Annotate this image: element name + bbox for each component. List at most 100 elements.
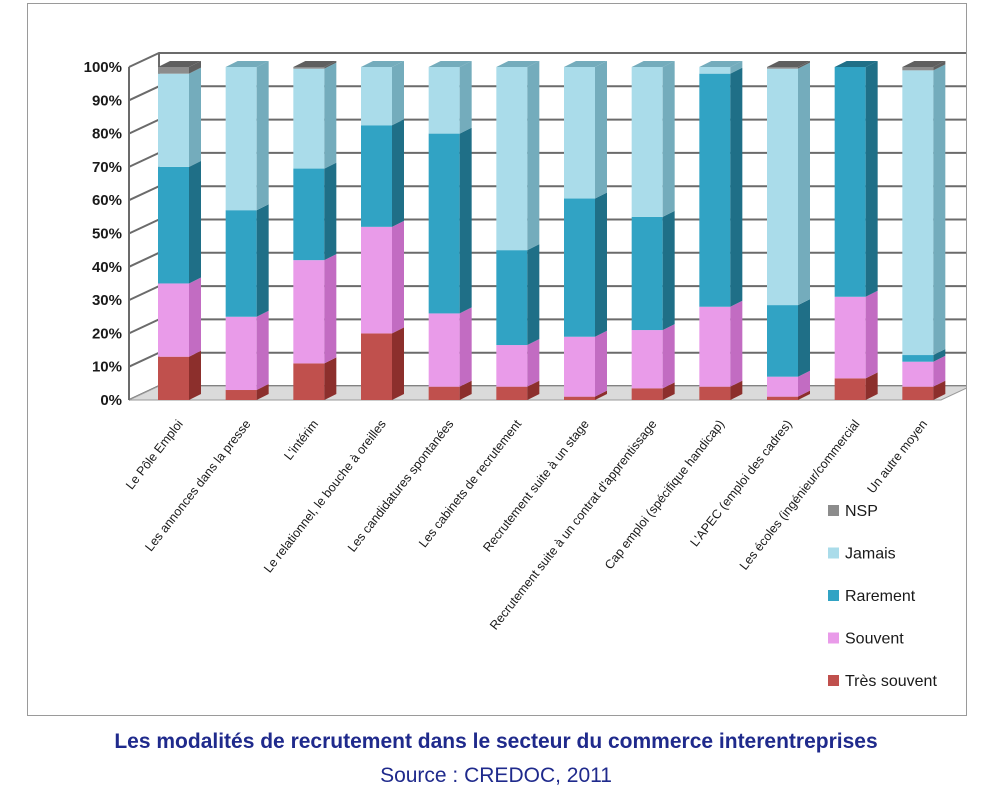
bar-segment: [225, 67, 257, 211]
bar-segment-side: [730, 300, 743, 387]
bar-segment-side: [798, 390, 810, 400]
bar-segment-side: [527, 61, 540, 251]
bar-segment: [158, 166, 189, 284]
legend-swatch: [828, 675, 839, 686]
bar-top: [902, 61, 946, 67]
x-tick-label: Un autre moyen: [864, 417, 930, 496]
bar-segment-side: [933, 61, 946, 71]
bar-segment-side: [662, 61, 675, 217]
stacked-bar-chart: 0% 10% 20% 30% 40% 50% 60% 70% 80% 90% 100% Le Pôle…: [84, 52, 966, 690]
bar-segment: [834, 378, 866, 400]
x-tick-label: L'intérim: [281, 417, 321, 463]
bar-segment-side: [459, 307, 472, 387]
bar-segment: [767, 68, 798, 306]
bar-segment: [564, 336, 595, 397]
legend-entry: NSP: [845, 503, 878, 520]
bar-segment: [902, 386, 934, 400]
bar-segment: [631, 67, 663, 217]
bar-segment-side: [459, 61, 472, 134]
bar-segment: [293, 168, 325, 261]
bar-segment: [564, 396, 595, 400]
bar-top: [699, 61, 743, 67]
bar-segment-side: [662, 210, 675, 331]
bar-segment: [631, 216, 663, 331]
bar-segment-side: [324, 61, 337, 69]
bar-segment-side: [798, 62, 810, 306]
bar-segment-side: [324, 357, 337, 400]
bar-segment: [428, 386, 460, 400]
bar-segment: [699, 386, 731, 400]
bar-top: [428, 61, 472, 67]
y-tick-label: 90%: [92, 92, 122, 109]
bar-segment: [902, 361, 934, 387]
bar-top: [834, 61, 878, 67]
bar-segment: [225, 210, 257, 317]
bar-segment-side: [256, 61, 269, 211]
bar-top: [631, 61, 675, 67]
bar-segment-side: [256, 384, 269, 400]
bar-segment-side: [595, 330, 607, 397]
bar-segment: [428, 313, 460, 387]
bar-segment: [902, 355, 934, 362]
bar-segment-side: [189, 67, 201, 167]
bar-top: [293, 61, 337, 67]
bar-top: [496, 61, 540, 67]
bar-segment: [293, 67, 325, 69]
bar-segment-side: [595, 61, 607, 199]
y-tick-label: 50%: [92, 226, 122, 243]
bar-segment: [834, 296, 866, 379]
bar-segment-side: [730, 380, 743, 400]
bar-segment: [158, 67, 189, 74]
bar-segment: [699, 306, 731, 387]
bar-segment-side: [392, 119, 404, 227]
y-tick-label: 0%: [100, 392, 122, 409]
bar-segment: [767, 396, 798, 400]
bar-segment-side: [392, 220, 404, 334]
y-tick-label: 40%: [92, 259, 122, 276]
bar-segment: [564, 198, 595, 337]
bar-segment: [496, 345, 528, 387]
legend-swatch: [828, 632, 839, 644]
bar-segment-side: [324, 62, 337, 169]
bar-segment: [361, 125, 392, 227]
legend-entry: Jamais: [845, 546, 896, 563]
bar-segment: [767, 305, 798, 377]
bar-segment: [158, 356, 189, 400]
chart-caption-title: Les modalités de recrutement dans le sec…: [114, 730, 878, 753]
bar-segment-side: [527, 380, 540, 400]
bar-segment-side: [527, 339, 540, 387]
y-tick-label: 80%: [92, 126, 122, 143]
bar-segment-side: [595, 192, 607, 337]
bar-segment-side: [730, 61, 743, 74]
bar-top: [767, 61, 810, 67]
x-tick-label: Les écoles (ingénieur/commercial: [737, 417, 863, 572]
bar-segment-side: [459, 380, 472, 400]
y-tick-label: 70%: [92, 159, 122, 176]
chart-frame: 0% 10% 20% 30% 40% 50% 60% 70% 80% 90% 100% Le Pôle…: [27, 3, 967, 716]
legend-entry: Très souvent: [845, 673, 937, 690]
bar-segment-side: [662, 382, 675, 400]
bar-segment-side: [798, 299, 810, 377]
bar-segment-side: [933, 380, 946, 400]
bar-segment: [361, 67, 392, 126]
bar-segment: [902, 70, 934, 356]
chart-caption-source: Source : CREDOC, 2011: [380, 764, 612, 787]
y-tick-label: 20%: [92, 325, 122, 342]
bar-top: [158, 61, 201, 67]
bar-top: [361, 61, 404, 67]
bar-segment: [428, 67, 460, 134]
legend-swatch: [828, 590, 839, 601]
bar-top: [225, 61, 269, 67]
legend-swatch: [828, 547, 839, 559]
x-tick-label: Cap emploi (spécifique handicap): [602, 417, 727, 572]
bar-segment-side: [527, 244, 540, 346]
bar-segment-side: [392, 327, 404, 400]
bar-segment: [834, 67, 866, 297]
bar-segment: [767, 67, 798, 69]
bar-segment: [158, 73, 189, 167]
bar-segment-side: [933, 349, 946, 362]
bar-segment-side: [730, 67, 743, 307]
bar-segment-side: [595, 390, 607, 400]
bar-segment: [496, 386, 528, 400]
bar-segment: [699, 73, 731, 307]
